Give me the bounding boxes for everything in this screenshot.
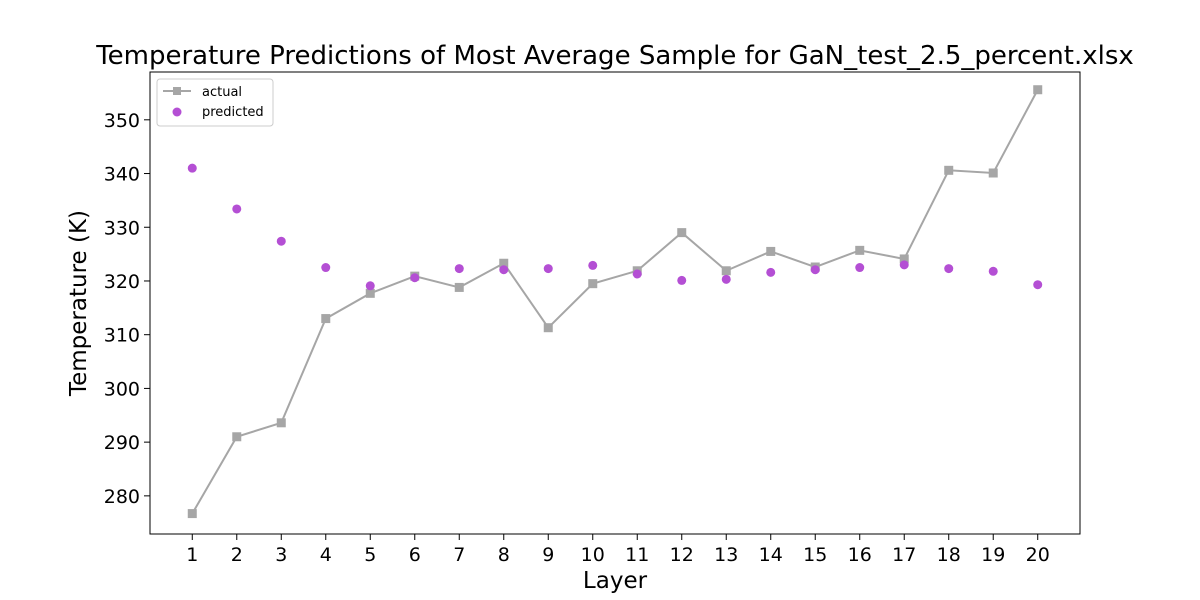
data-point-predicted (410, 273, 420, 283)
legend-predicted-marker (172, 107, 182, 117)
x-tick-label: 16 (848, 544, 872, 566)
y-axis: 280 290 300 310 320 330 340 350 (104, 110, 150, 508)
y-tick-label: 290 (104, 432, 140, 454)
data-point-predicted (810, 265, 820, 275)
data-point-actual (365, 288, 375, 298)
series-layer (187, 85, 1043, 519)
series-line-actual (191, 89, 1039, 515)
data-point-actual (677, 228, 687, 238)
x-tick-label: 6 (409, 544, 421, 566)
data-point-actual (187, 509, 197, 519)
x-tick-label: 15 (803, 544, 827, 566)
data-point-actual (454, 282, 464, 292)
data-point-actual (232, 432, 242, 442)
data-point-actual (1033, 85, 1043, 95)
y-tick-label: 350 (104, 110, 140, 132)
x-tick-label: 19 (981, 544, 1005, 566)
legend-actual-marker (173, 87, 181, 95)
legend-predicted-label: predicted (202, 105, 264, 120)
series-predicted (187, 163, 1043, 291)
x-tick-label: 12 (670, 544, 694, 566)
y-tick-label: 310 (104, 325, 140, 347)
y-tick-label: 280 (104, 486, 140, 508)
data-point-predicted (276, 236, 286, 246)
data-point-predicted (543, 264, 553, 274)
y-tick-label: 300 (104, 378, 140, 400)
data-point-actual (276, 418, 286, 428)
y-tick-label: 320 (104, 271, 140, 293)
y-tick-label: 340 (104, 164, 140, 186)
data-point-actual (588, 279, 598, 289)
data-point-predicted (1033, 280, 1043, 290)
data-point-predicted (588, 260, 598, 270)
data-point-predicted (454, 264, 464, 274)
data-point-predicted (855, 263, 865, 273)
data-point-actual (855, 245, 865, 255)
x-tick-label: 3 (275, 544, 287, 566)
x-axis: 1 2 3 4 5 6 7 8 9 10 11 12 13 14 15 16 17 18 19 20 (186, 534, 1050, 566)
data-point-actual (944, 165, 954, 175)
y-axis-label: Temperature (K) (66, 210, 92, 397)
data-point-predicted (365, 281, 375, 291)
plot-area-frame (149, 71, 1081, 535)
data-point-predicted (944, 264, 954, 274)
chart-title: Temperature Predictions of Most Average … (95, 41, 1134, 71)
x-tick-label: 7 (453, 544, 465, 566)
data-point-actual (899, 254, 909, 264)
x-tick-label: 18 (937, 544, 961, 566)
x-tick-label: 11 (625, 544, 649, 566)
data-point-predicted (899, 260, 909, 270)
x-tick-label: 10 (581, 544, 605, 566)
x-tick-label: 13 (714, 544, 738, 566)
data-point-actual (543, 323, 553, 333)
data-point-predicted (232, 204, 242, 214)
legend: actual predicted (156, 78, 274, 127)
x-tick-label: 20 (1026, 544, 1050, 566)
x-tick-label: 2 (231, 544, 243, 566)
x-axis-label: Layer (583, 568, 648, 594)
x-tick-label: 17 (892, 544, 916, 566)
x-tick-label: 14 (759, 544, 783, 566)
data-point-predicted (499, 265, 509, 275)
data-point-predicted (632, 269, 642, 279)
data-point-actual (766, 246, 776, 256)
legend-actual-label: actual (202, 85, 242, 100)
data-point-actual (321, 314, 331, 324)
data-point-predicted (988, 266, 998, 276)
data-point-actual (988, 168, 998, 178)
data-point-predicted (766, 267, 776, 277)
x-tick-label: 5 (364, 544, 376, 566)
data-point-predicted (721, 274, 731, 284)
x-tick-label: 4 (320, 544, 332, 566)
data-point-predicted (187, 163, 197, 173)
x-tick-label: 9 (542, 544, 554, 566)
data-point-actual (499, 258, 509, 268)
data-point-predicted (677, 275, 687, 285)
x-tick-label: 8 (498, 544, 510, 566)
y-tick-label: 330 (104, 217, 140, 239)
data-point-actual (721, 266, 731, 276)
x-tick-label: 1 (186, 544, 198, 566)
data-point-predicted (321, 263, 331, 273)
